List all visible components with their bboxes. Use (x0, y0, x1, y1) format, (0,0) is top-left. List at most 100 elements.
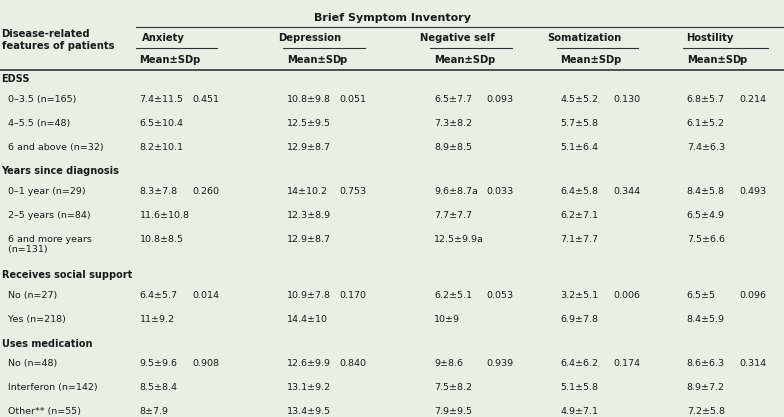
Text: 8.4±5.9: 8.4±5.9 (687, 315, 724, 324)
Text: Mean±SD: Mean±SD (287, 55, 341, 65)
Text: 7.7±7.7: 7.7±7.7 (434, 211, 472, 220)
Text: 6.5±5: 6.5±5 (687, 291, 716, 300)
Text: Hostility: Hostility (687, 33, 734, 43)
Text: Depression: Depression (278, 33, 341, 43)
Text: 5.7±5.8: 5.7±5.8 (561, 119, 598, 128)
Text: 6.5±10.4: 6.5±10.4 (140, 119, 183, 128)
Text: Negative self: Negative self (420, 33, 495, 43)
Text: 14.4±10: 14.4±10 (287, 315, 328, 324)
Text: Interferon (n=142): Interferon (n=142) (2, 383, 97, 392)
Text: 7.5±8.2: 7.5±8.2 (434, 383, 472, 392)
Text: 6.2±5.1: 6.2±5.1 (434, 291, 472, 300)
Text: 11.6±10.8: 11.6±10.8 (140, 211, 190, 220)
Text: 7.5±6.6: 7.5±6.6 (687, 235, 724, 244)
Text: 4.5±5.2: 4.5±5.2 (561, 95, 598, 104)
Text: EDSS: EDSS (2, 74, 30, 84)
Text: 6 and above (n=32): 6 and above (n=32) (2, 143, 103, 152)
Text: Mean±SD: Mean±SD (140, 55, 194, 65)
Text: 12.9±8.7: 12.9±8.7 (287, 143, 331, 152)
Text: 8±7.9: 8±7.9 (140, 407, 169, 416)
Text: 8.6±6.3: 8.6±6.3 (687, 359, 725, 369)
Text: 0.051: 0.051 (339, 95, 366, 104)
Text: 6.8±5.7: 6.8±5.7 (687, 95, 724, 104)
Text: 8.9±7.2: 8.9±7.2 (687, 383, 724, 392)
Text: 7.1±7.7: 7.1±7.7 (561, 235, 598, 244)
Text: 0.014: 0.014 (192, 291, 219, 300)
Text: 8.5±8.4: 8.5±8.4 (140, 383, 177, 392)
Text: 4–5.5 (n=48): 4–5.5 (n=48) (2, 119, 70, 128)
Text: 13.1±9.2: 13.1±9.2 (287, 383, 331, 392)
Text: Yes (n=218): Yes (n=218) (2, 315, 65, 324)
Text: 0.840: 0.840 (339, 359, 366, 369)
Text: 0.130: 0.130 (613, 95, 641, 104)
Text: 13.4±9.5: 13.4±9.5 (287, 407, 331, 416)
Text: 0.753: 0.753 (339, 187, 367, 196)
Text: p: p (339, 55, 347, 65)
Text: 0.939: 0.939 (487, 359, 514, 369)
Text: 0.053: 0.053 (487, 291, 514, 300)
Text: 12.5±9.5: 12.5±9.5 (287, 119, 331, 128)
Text: 12.6±9.9: 12.6±9.9 (287, 359, 331, 369)
Text: 0–1 year (n=29): 0–1 year (n=29) (2, 187, 85, 196)
Text: 7.2±5.8: 7.2±5.8 (687, 407, 724, 416)
Text: 12.9±8.7: 12.9±8.7 (287, 235, 331, 244)
Text: Brief Symptom Inventory: Brief Symptom Inventory (314, 13, 470, 23)
Text: 0.260: 0.260 (192, 187, 219, 196)
Text: 0.493: 0.493 (739, 187, 767, 196)
Text: Mean±SD: Mean±SD (687, 55, 741, 65)
Text: 0.451: 0.451 (192, 95, 219, 104)
Text: 0.093: 0.093 (487, 95, 514, 104)
Text: Other** (n=55): Other** (n=55) (2, 407, 81, 416)
Text: 8.9±8.5: 8.9±8.5 (434, 143, 472, 152)
Text: 7.4±6.3: 7.4±6.3 (687, 143, 725, 152)
Text: 0.096: 0.096 (739, 291, 766, 300)
Text: 8.3±7.8: 8.3±7.8 (140, 187, 178, 196)
Text: p: p (613, 55, 620, 65)
Text: 10.9±7.8: 10.9±7.8 (287, 291, 331, 300)
Text: 0.344: 0.344 (613, 187, 641, 196)
Text: 12.5±9.9a: 12.5±9.9a (434, 235, 485, 244)
Text: 6.2±7.1: 6.2±7.1 (561, 211, 598, 220)
Text: 2–5 years (n=84): 2–5 years (n=84) (2, 211, 90, 220)
Text: 0.908: 0.908 (192, 359, 219, 369)
Text: 4.9±7.1: 4.9±7.1 (561, 407, 598, 416)
Text: p: p (739, 55, 746, 65)
Text: 8.4±5.8: 8.4±5.8 (687, 187, 724, 196)
Text: 0.006: 0.006 (613, 291, 640, 300)
Text: Mean±SD: Mean±SD (561, 55, 615, 65)
Text: No (n=48): No (n=48) (2, 359, 56, 369)
Text: 9.5±9.6: 9.5±9.6 (140, 359, 177, 369)
Text: 9±8.6: 9±8.6 (434, 359, 463, 369)
Text: 6.5±4.9: 6.5±4.9 (687, 211, 724, 220)
Text: 14±10.2: 14±10.2 (287, 187, 328, 196)
Text: 7.3±8.2: 7.3±8.2 (434, 119, 473, 128)
Text: 0.170: 0.170 (339, 291, 366, 300)
Text: 3.2±5.1: 3.2±5.1 (561, 291, 599, 300)
Text: No (n=27): No (n=27) (2, 291, 56, 300)
Text: 0.214: 0.214 (739, 95, 766, 104)
Text: 6.9±7.8: 6.9±7.8 (561, 315, 598, 324)
Text: 5.1±5.8: 5.1±5.8 (561, 383, 598, 392)
Text: 6.4±5.7: 6.4±5.7 (140, 291, 177, 300)
Text: 10±9: 10±9 (434, 315, 460, 324)
Text: 7.9±9.5: 7.9±9.5 (434, 407, 472, 416)
Text: 6.4±6.2: 6.4±6.2 (561, 359, 598, 369)
Text: 6.1±5.2: 6.1±5.2 (687, 119, 724, 128)
Text: Years since diagnosis: Years since diagnosis (2, 166, 119, 176)
Text: Uses medication: Uses medication (2, 339, 92, 349)
Text: Anxiety: Anxiety (142, 33, 184, 43)
Text: 10.8±9.8: 10.8±9.8 (287, 95, 331, 104)
Text: 12.3±8.9: 12.3±8.9 (287, 211, 331, 220)
Text: 11±9.2: 11±9.2 (140, 315, 175, 324)
Text: 0.033: 0.033 (487, 187, 514, 196)
Text: Receives social support: Receives social support (2, 270, 132, 280)
Text: 8.2±10.1: 8.2±10.1 (140, 143, 183, 152)
Text: Mean±SD: Mean±SD (434, 55, 488, 65)
Text: 6.5±7.7: 6.5±7.7 (434, 95, 472, 104)
Text: p: p (487, 55, 494, 65)
Text: 0–3.5 (n=165): 0–3.5 (n=165) (2, 95, 76, 104)
Text: 10.8±8.5: 10.8±8.5 (140, 235, 183, 244)
Text: Disease-related
features of patients: Disease-related features of patients (2, 29, 114, 51)
Text: 6 and more years
  (n=131): 6 and more years (n=131) (2, 235, 92, 254)
Text: 5.1±6.4: 5.1±6.4 (561, 143, 598, 152)
